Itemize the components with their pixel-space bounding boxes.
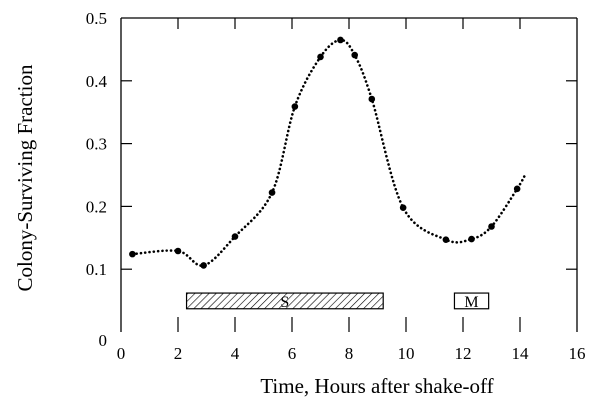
y-tick-label: 0 — [99, 331, 108, 350]
data-point — [513, 185, 521, 193]
data-point — [268, 189, 276, 196]
x-tick-label: 6 — [288, 344, 297, 363]
data-point — [468, 235, 475, 243]
x-tick-label: 8 — [345, 344, 354, 363]
series-line — [131, 38, 527, 267]
phase-band-label-s: S — [280, 294, 289, 311]
y-tick-label: 0.4 — [86, 72, 108, 91]
x-tick-label: 4 — [231, 344, 240, 363]
plot-frame — [120, 17, 578, 332]
y-tick-label: 0.2 — [86, 197, 107, 216]
tick-labels: 0 2 4 6 8 10 12 14 16 0 0.1 0.2 0.3 0.4 0.5 — [86, 9, 586, 363]
y-tick-label: 0.5 — [86, 9, 107, 28]
x-tick-label: 10 — [398, 344, 415, 363]
y-tick-label: 0.3 — [86, 135, 107, 154]
phase-band-label-m: M — [464, 294, 478, 311]
data-point — [291, 103, 299, 110]
data-point — [317, 53, 324, 61]
axis-ticks — [121, 18, 577, 332]
data-point — [174, 247, 182, 255]
data-point — [129, 250, 136, 258]
data-point — [351, 51, 359, 59]
y-axis-title: Colony-Surviving Fraction — [13, 64, 37, 291]
x-axis-title: Time, Hours after shake-off — [260, 374, 493, 398]
phase-band-m — [453, 292, 490, 310]
data-point — [200, 262, 207, 269]
data-point — [488, 223, 495, 230]
y-tick-label: 0.1 — [86, 260, 107, 279]
x-tick-label: 14 — [512, 344, 530, 363]
x-tick-label: 16 — [569, 344, 586, 363]
x-tick-label: 0 — [117, 344, 126, 363]
data-point — [442, 236, 450, 243]
data-point — [231, 233, 239, 240]
data-point — [399, 204, 407, 211]
data-point — [337, 36, 344, 44]
phase-band-s — [185, 292, 384, 310]
data-point — [368, 95, 376, 103]
x-tick-label: 2 — [174, 344, 183, 363]
data-series — [129, 36, 527, 269]
x-tick-label: 12 — [455, 344, 472, 363]
